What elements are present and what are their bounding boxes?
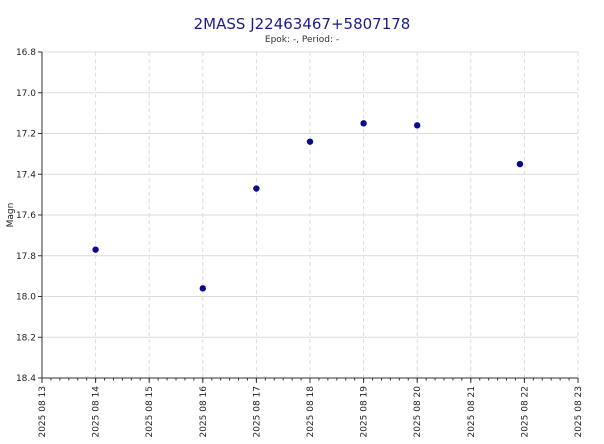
data-point <box>516 160 524 168</box>
data-points <box>92 120 524 292</box>
y-tick-label: 17.8 <box>16 252 36 262</box>
x-tick-label: 2025 08 18 <box>306 386 316 438</box>
x-tick-label: 2025 08 19 <box>360 386 370 438</box>
y-tick-label: 18.4 <box>16 374 36 384</box>
chart-subtitle: Epok: -, Period: - <box>265 35 339 45</box>
x-tick-label: 2025 08 15 <box>145 386 155 438</box>
y-tick-label: 18.0 <box>16 293 36 303</box>
grid-layer <box>41 51 579 379</box>
y-tick-label: 17.0 <box>16 89 36 99</box>
data-point <box>199 285 206 292</box>
x-tick-label: 2025 08 16 <box>199 386 209 438</box>
data-point <box>92 246 99 253</box>
axis-layer: 16.817.017.217.417.617.818.018.218.42025… <box>16 48 584 438</box>
x-tick-label: 2025 08 14 <box>92 386 102 438</box>
chart-title: 2MASS J22463467+5807178 <box>194 15 411 33</box>
y-tick-label: 18.2 <box>16 333 36 343</box>
x-tick-label: 2025 08 21 <box>467 386 477 438</box>
y-axis-label: Magn <box>6 203 16 228</box>
x-tick-label: 2025 08 13 <box>38 386 48 438</box>
data-point <box>414 122 421 129</box>
y-tick-label: 17.2 <box>16 130 36 140</box>
x-tick-label: 2025 08 23 <box>574 386 584 438</box>
y-tick-label: 17.6 <box>16 211 36 221</box>
data-point <box>306 138 314 145</box>
y-tick-label: 17.4 <box>16 170 36 180</box>
y-tick-label: 16.8 <box>16 48 36 58</box>
x-tick-label: 2025 08 17 <box>252 386 262 438</box>
data-point <box>253 185 260 192</box>
x-tick-label: 2025 08 20 <box>413 386 423 438</box>
x-tick-label: 2025 08 22 <box>520 386 530 438</box>
data-point <box>360 120 367 127</box>
